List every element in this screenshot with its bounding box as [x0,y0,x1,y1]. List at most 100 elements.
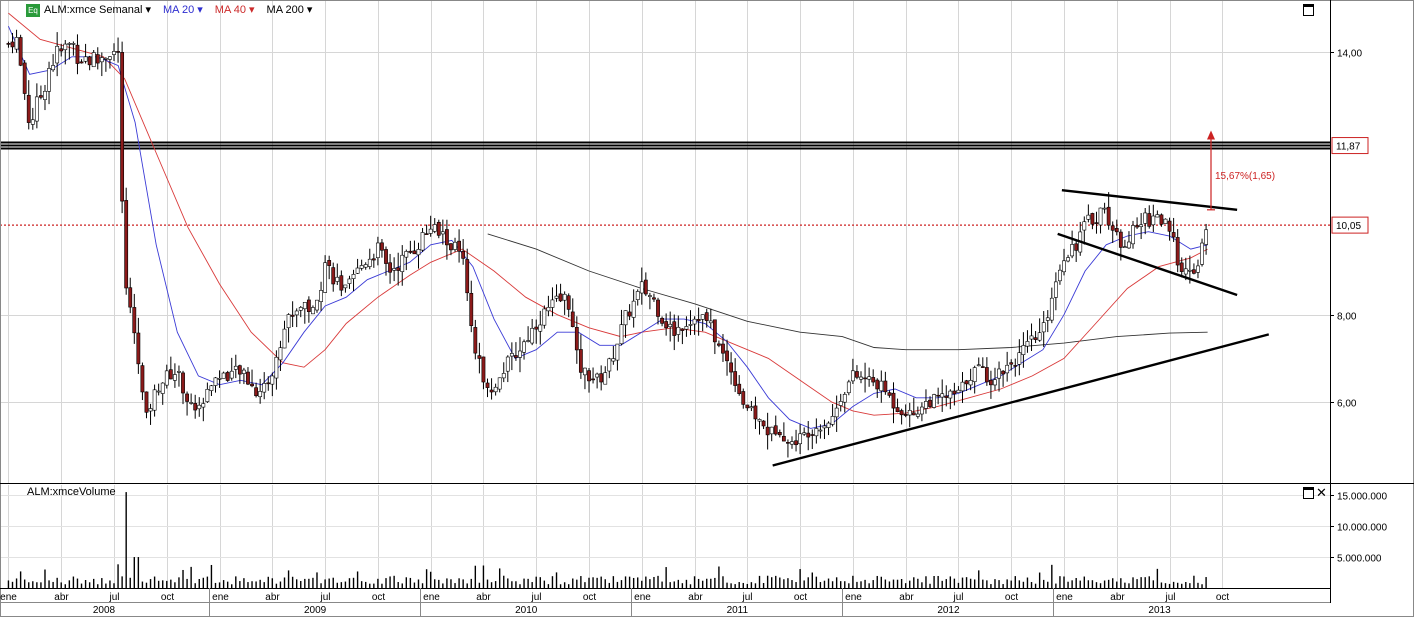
candle-body [997,368,1001,379]
candle-body [583,367,587,376]
candle-body [51,65,56,71]
candle-body [120,52,125,202]
ma40-line [8,12,1208,416]
candle-body [1098,207,1103,226]
candle-body [749,406,754,409]
y-tick-label: 14,00 [1337,49,1362,60]
candle-body [294,310,299,316]
x-tick-label: oct [794,592,808,603]
candle-body [1037,332,1042,341]
x-tick-label: oct [583,592,597,603]
candle-body [595,373,600,378]
x-tick-label: abr [688,592,703,603]
candle-body [1001,370,1006,375]
candle-body [177,371,181,373]
candle-body [818,429,823,432]
candle-body [404,251,409,258]
candle-body [1009,362,1014,365]
candle-body [136,332,141,365]
volume-bars [7,492,1207,588]
candle-body [822,425,827,429]
candle-body [652,297,656,300]
x-tick-label: jul [530,592,541,603]
candle-body [1196,265,1200,273]
candle-body [185,393,189,402]
candle-body [416,249,421,256]
candle-body [473,327,478,354]
year-label: 2011 [727,605,749,616]
candle-body [221,372,226,379]
close-volume-panel-button[interactable]: ✕ [1316,485,1327,500]
target-arrow-head [1207,130,1215,140]
candle-body [668,323,673,328]
candle-body [55,45,60,64]
ma200-selector[interactable]: MA 200 ▾ [266,4,313,16]
candle-body [903,413,908,416]
candle-body [282,328,287,349]
x-tick-label: ene [0,592,17,603]
candle-body [948,390,953,399]
candle-body [1074,243,1079,251]
candle-body [400,254,405,272]
maximize-volume-panel-button[interactable] [1303,487,1314,499]
candle-body [635,291,640,300]
candle-body [514,355,518,358]
x-tick-label: abr [265,592,280,603]
candle-body [895,407,900,412]
candle-body [412,250,417,255]
candle-body [34,96,39,122]
grid [0,0,1330,588]
ma40-selector[interactable]: MA 40 ▾ [214,4,255,16]
candle-body [181,372,185,394]
candle-body [566,295,571,310]
candle-body [1167,220,1172,232]
candle-body [968,380,973,386]
candle-body [952,390,957,395]
candle-body [814,428,819,437]
candle-body [152,389,157,411]
candle-body [1094,222,1099,224]
candle-body [1114,228,1119,233]
candle-body [631,300,636,318]
candle-body [465,259,470,294]
maximize-price-panel-button[interactable] [1303,4,1314,16]
ma20-selector[interactable]: MA 20 ▾ [163,4,203,16]
candle-body [676,326,681,335]
equity-icon[interactable]: Eq [26,4,40,17]
candle-body [830,416,835,425]
x-tick-label: ene [212,592,229,603]
candle-body [1159,214,1164,225]
candle-body [351,274,356,279]
y-tick-label: 6,00 [1337,399,1357,410]
candle-body [1200,242,1204,265]
candle-body [603,372,608,385]
candle-body [757,419,762,422]
candle-body [911,412,916,416]
x-tick-label: jul [108,592,119,603]
candle-body [67,43,72,45]
candle-body [319,290,323,302]
candle-body [542,308,547,326]
candle-body [1163,218,1168,224]
candle-body [22,62,27,94]
vol-y-tick-label: 10.000.000 [1337,523,1387,534]
candle-body [497,377,502,390]
candle-body [388,262,392,273]
candle-body [1062,260,1066,273]
candle-body [522,341,526,353]
x-tick-label: ene [423,592,440,603]
candle-body [721,343,725,354]
trendline [1057,232,1238,297]
candle-body [530,327,535,344]
symbol-selector[interactable]: ALM:xmce Semanal ▾ [44,4,152,16]
candle-body [14,37,19,50]
candle-body [647,295,652,297]
candle-body [956,389,961,393]
candle-body [960,381,965,392]
candle-body [298,307,303,311]
candle-body [10,41,15,48]
candle-body [879,380,884,392]
candle-body [802,432,807,435]
candle-body [781,435,786,442]
candle-body [108,56,112,60]
